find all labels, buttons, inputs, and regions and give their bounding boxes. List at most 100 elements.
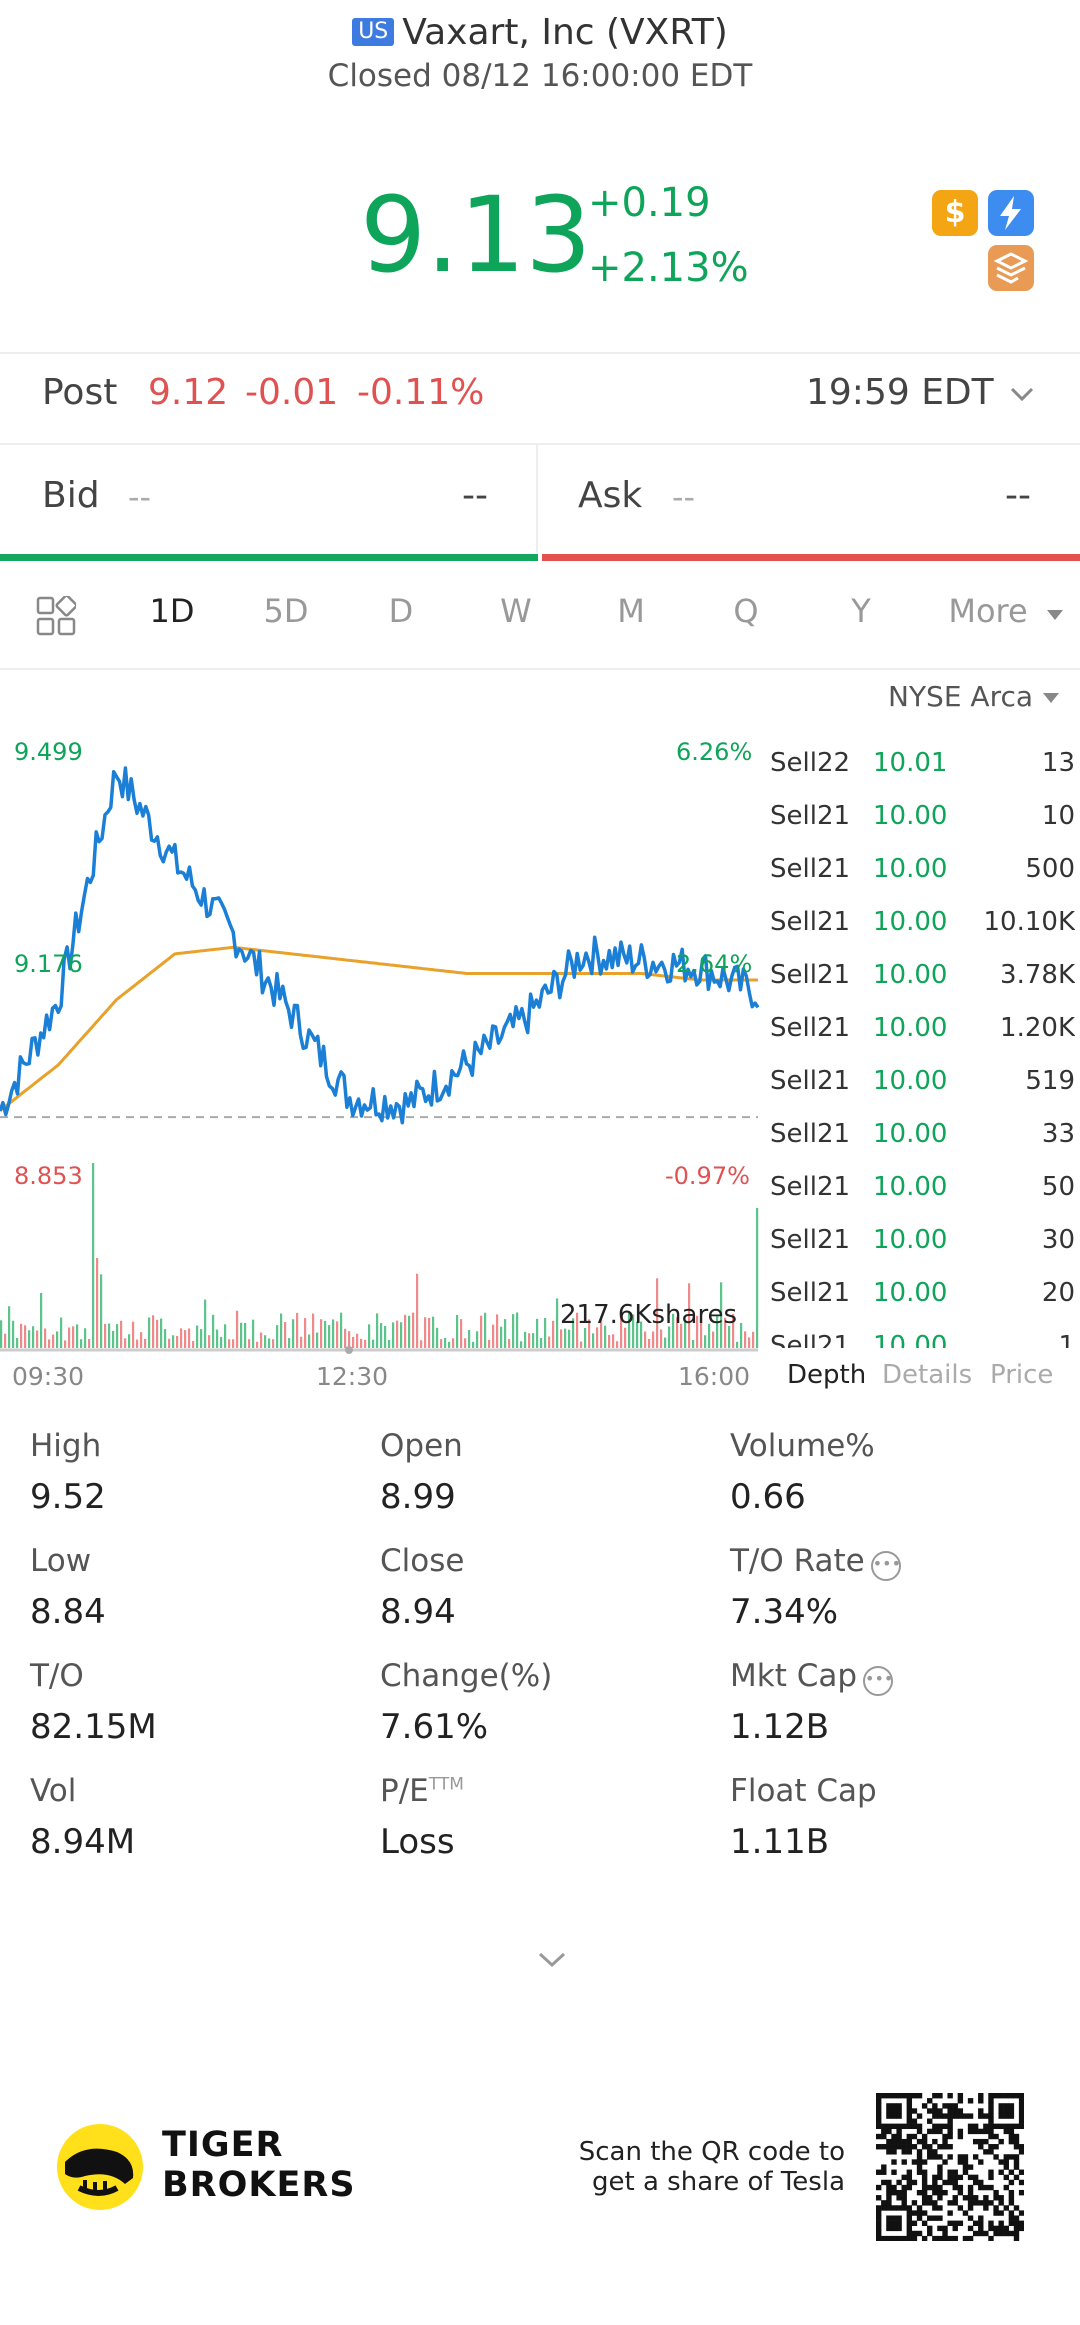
volume-bar [400,1322,403,1348]
time-start-label: 09:30 [12,1362,85,1391]
volume-bar [332,1319,335,1348]
divider [0,352,1080,354]
bid-ratio-bar [0,554,538,561]
volume-bar [128,1334,131,1348]
stat-mkt-cap: Mkt Cap ••• [730,1658,893,1696]
volume-bar [100,1274,103,1348]
tab-details[interactable]: Details [882,1360,973,1390]
tab-5d[interactable]: 5D [263,592,309,630]
stack-icon[interactable] [988,245,1034,291]
tab-price[interactable]: Price [990,1360,1054,1390]
exchange-selector[interactable]: NYSE Arca [888,680,1034,713]
volume-bar [388,1340,391,1348]
volume-bar [560,1329,563,1348]
tab-year[interactable]: Y [851,592,871,630]
tab-1d[interactable]: 1D [149,592,195,630]
volume-bar [176,1335,179,1348]
volume-bar [440,1339,443,1348]
volume-bar [668,1326,671,1348]
post-market-time[interactable]: 19:59 EDT [806,372,994,413]
tab-more[interactable]: More [948,592,1028,630]
chart-high-pct-label: 6.26% [676,738,753,766]
volume-bar [728,1325,731,1348]
more-info-icon[interactable]: ••• [863,1666,893,1696]
volume-bar [708,1323,711,1348]
stat-mkt-cap-value: 1.12B [730,1707,830,1747]
order-book-row: Sell22 10.01 13 [770,748,1075,801]
dollar-icon[interactable]: $ [932,190,978,236]
more-info-icon[interactable]: ••• [870,1551,901,1581]
tab-quarter[interactable]: Q [733,592,759,630]
volume-bar [672,1313,675,1348]
order-level-price: 10.00 [873,960,948,990]
stat-change-label: Change(%) [380,1658,553,1694]
tab-week[interactable]: W [500,592,532,630]
brand-line-1: TIGER [162,2125,284,2165]
volume-bar [28,1330,31,1348]
tab-day[interactable]: D [388,592,414,630]
volume-bar [508,1339,511,1348]
intraday-chart[interactable] [0,700,760,1360]
order-book[interactable]: Sell22 10.01 13 Sell21 10.00 10 Sell21 10.00 500… [770,748,1075,1348]
order-level-name: Sell21 [770,1172,851,1202]
volume-bar [652,1331,655,1348]
volume-bar [264,1335,267,1348]
caret-down-icon[interactable] [1042,690,1060,709]
volume-bar [228,1339,231,1348]
volume-bar [164,1329,167,1348]
volume-bar [692,1339,695,1348]
volume-bar [424,1317,427,1348]
bid-label: Bid [42,475,100,516]
volume-bar [564,1328,567,1348]
stock-name: Vaxart, Inc (VXRT) [402,12,728,53]
ask-label: Ask [578,475,643,516]
chart-mid-label: 9.176 [14,950,83,978]
volume-bar [484,1312,487,1348]
volume-bar [288,1338,291,1348]
stat-open-value: 8.99 [380,1477,456,1517]
post-market-label: Post [42,372,118,413]
tab-depth[interactable]: Depth [787,1360,867,1390]
chart-high-label: 9.499 [14,738,83,766]
price-line [0,766,760,1125]
volume-bar [444,1337,447,1348]
volume-bar [576,1312,579,1348]
volume-bar [492,1324,495,1348]
qr-code[interactable] [876,2093,1024,2241]
volume-bar [452,1338,455,1348]
volume-bar [380,1323,383,1348]
caret-down-icon[interactable] [1046,607,1064,626]
qr-caption-line-1: Scan the QR code to [578,2137,845,2167]
order-level-quantity: 1.20K [1000,1013,1075,1043]
volume-bar [300,1336,303,1348]
volume-bar [252,1319,255,1348]
layout-grid-icon[interactable] [36,594,78,640]
stat-close-value: 8.94 [380,1592,456,1632]
volume-bar [184,1330,187,1348]
time-end-label: 16:00 [678,1362,751,1391]
volume-bar [752,1331,755,1348]
chevron-down-icon[interactable] [1008,380,1036,412]
order-level-price: 10.00 [873,1331,948,1348]
expand-chevron-icon[interactable] [537,1950,567,1974]
volume-bar [124,1338,127,1348]
volume-bar [500,1326,503,1348]
volume-bar [0,1320,3,1348]
volume-bar [136,1339,139,1348]
order-level-quantity: 33 [1041,1119,1075,1149]
stat-to-rate-label: T/O Rate [730,1543,865,1579]
volume-bar [148,1317,151,1348]
volume-bar [684,1321,687,1348]
volume-bar [88,1339,91,1348]
volume-bar [8,1306,11,1348]
order-level-quantity: 20 [1041,1278,1075,1308]
volume-bar [732,1314,735,1348]
volume-bar [664,1337,667,1348]
lightning-icon[interactable] [988,190,1034,236]
volume-label: 217.6Kshares [560,1300,738,1330]
market-status: Closed 08/12 16:00:00 EDT [327,58,753,94]
volume-bar [468,1330,471,1348]
stat-vol-value: 8.94M [30,1822,136,1862]
tab-month[interactable]: M [617,592,645,630]
stock-title: US Vaxart, Inc (VXRT) [0,8,1080,58]
